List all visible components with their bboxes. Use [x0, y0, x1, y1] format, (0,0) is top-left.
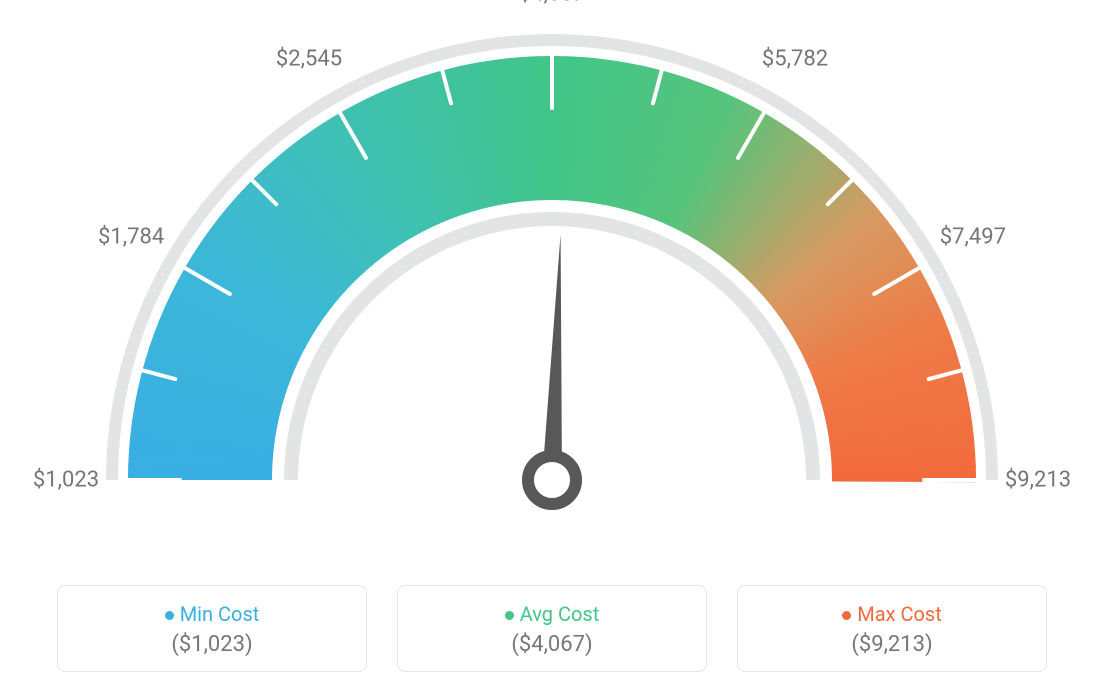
avg-cost-card: Avg Cost ($4,067) [397, 585, 707, 672]
gauge-tick-label: $9,213 [1005, 468, 1071, 493]
max-cost-title: Max Cost [748, 602, 1036, 626]
gauge-tick-label: $1,784 [98, 225, 164, 250]
min-cost-card: Min Cost ($1,023) [57, 585, 367, 672]
gauge-tick-label: $7,497 [940, 225, 1006, 250]
gauge-tick-label: $5,782 [762, 47, 828, 72]
min-dot-icon [165, 611, 174, 620]
legend-row: Min Cost ($1,023) Avg Cost ($4,067) Max … [0, 585, 1104, 672]
gauge-chart: $1,023 $1,784 $2,545 $4,067 $5,782 $7,497 $9,2… [0, 0, 1104, 560]
avg-cost-label: Avg Cost [520, 602, 600, 626]
avg-cost-value: ($4,067) [408, 632, 696, 657]
min-cost-title: Min Cost [68, 602, 356, 626]
avg-cost-title: Avg Cost [408, 602, 696, 626]
min-cost-value: ($1,023) [68, 632, 356, 657]
min-cost-label: Min Cost [180, 602, 260, 626]
gauge-tick-label: $4,067 [519, 0, 585, 7]
max-cost-value: ($9,213) [748, 632, 1036, 657]
gauge-tick-label: $2,545 [276, 47, 342, 72]
gauge-svg [0, 0, 1104, 560]
max-dot-icon [842, 611, 851, 620]
avg-dot-icon [505, 611, 514, 620]
max-cost-label: Max Cost [857, 602, 942, 626]
max-cost-card: Max Cost ($9,213) [737, 585, 1047, 672]
gauge-tick-label: $1,023 [33, 468, 99, 493]
